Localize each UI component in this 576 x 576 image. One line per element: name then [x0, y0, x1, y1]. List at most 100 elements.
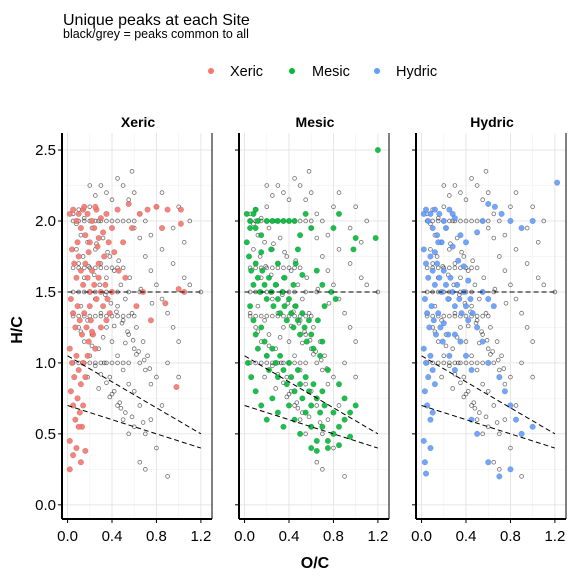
common-peak-point	[147, 366, 153, 371]
unique-peak-point	[308, 331, 315, 338]
common-peak-point	[447, 313, 452, 319]
unique-peak-point	[68, 359, 75, 366]
unique-peak-point	[144, 206, 151, 213]
common-peak-point	[284, 394, 290, 400]
unique-peak-point	[299, 271, 306, 278]
unique-peak-point	[66, 210, 73, 217]
unique-peak-point	[288, 374, 295, 381]
unique-peak-point	[286, 402, 293, 409]
common-peak-point	[320, 218, 325, 224]
common-peak-point	[458, 380, 463, 386]
common-peak-point	[497, 367, 502, 373]
reference-line	[421, 355, 556, 435]
unique-peak-point	[250, 317, 257, 324]
common-peak-point	[136, 349, 141, 354]
common-peak-point	[480, 332, 485, 337]
unique-peak-point	[302, 210, 309, 217]
unique-peak-point	[507, 466, 514, 473]
common-peak-point	[115, 303, 120, 309]
unique-peak-point	[288, 310, 295, 317]
unique-peak-point	[302, 409, 309, 416]
common-peak-point	[281, 325, 286, 330]
common-peak-point	[465, 388, 471, 394]
reference-lines	[244, 291, 379, 449]
common-peak-point	[137, 235, 143, 241]
unique-peak-point	[105, 239, 112, 246]
common-peak-point	[461, 374, 467, 380]
unique-peak-point	[474, 324, 481, 331]
unique-peak-point	[91, 225, 98, 232]
unique-peak-point	[87, 317, 94, 324]
unique-peak-point	[347, 409, 354, 416]
common-peak-point	[469, 218, 474, 224]
common-peak-point	[93, 193, 98, 198]
unique-peak-point	[73, 445, 80, 452]
unique-peak-point	[70, 402, 77, 409]
unique-peak-point	[263, 416, 270, 423]
common-peak-point	[331, 445, 336, 451]
common-peak-point	[273, 386, 278, 391]
common-peak-point	[292, 360, 297, 366]
common-peak-point	[143, 431, 148, 437]
unique-peak-point	[175, 286, 182, 293]
unique-peak-point	[102, 281, 109, 288]
common-peak-point	[479, 329, 484, 334]
gridlines	[239, 133, 389, 519]
common-peak-point	[502, 381, 508, 387]
common-peak-point	[294, 400, 300, 405]
common-peak-point	[131, 424, 137, 430]
common-peak-point	[286, 339, 292, 344]
unique-peak-point	[283, 381, 290, 388]
unique-peak-point	[292, 303, 299, 310]
unique-peak-point	[347, 433, 354, 440]
y-tick-label: 1.5	[35, 284, 56, 301]
common-peak-point	[491, 403, 497, 408]
unique-peak-point	[431, 381, 438, 388]
common-peak-point	[308, 190, 314, 195]
common-peak-point	[474, 360, 480, 366]
unique-peak-point	[263, 296, 270, 303]
unique-peak-point	[72, 324, 79, 331]
y-tick-label: 2.5	[35, 142, 56, 159]
x-tick-label: 0.4	[456, 528, 477, 545]
common-peak-point	[471, 400, 477, 405]
common-peak-point	[450, 346, 455, 352]
unique-peak-point	[427, 253, 434, 260]
common-peak-point	[286, 391, 292, 397]
common-peak-point	[447, 193, 452, 198]
common-peak-point	[137, 360, 143, 366]
unique-peak-point	[434, 232, 441, 239]
common-peak-point	[314, 211, 320, 217]
unique-peak-point	[103, 210, 110, 217]
common-peak-point	[513, 403, 519, 408]
unique-peak-point	[449, 243, 456, 250]
common-peak-point	[325, 381, 331, 387]
common-peak-point	[176, 339, 181, 344]
unique-peak-point	[250, 281, 257, 288]
x-tick-label: 0.0	[234, 528, 255, 545]
unique-peak-point	[294, 246, 301, 253]
common-peak-point	[491, 211, 497, 217]
common-peak-point	[277, 335, 283, 340]
unique-peak-point	[313, 437, 320, 444]
common-peak-point	[154, 445, 159, 451]
common-peak-point	[297, 417, 303, 422]
unique-peak-point	[122, 274, 129, 281]
common-peak-point	[143, 218, 148, 224]
common-peak-point	[93, 265, 98, 271]
unique-peak-point	[446, 352, 453, 359]
reference-line	[67, 404, 202, 449]
unique-peak-point	[431, 206, 438, 213]
common-peak-point	[435, 360, 441, 366]
unique-peak-point	[70, 452, 77, 459]
unique-peak-point	[468, 366, 475, 373]
common-peak-point	[159, 403, 165, 408]
unique-peak-point	[252, 206, 259, 213]
common-peak-point	[247, 313, 253, 319]
unique-peak-point	[75, 210, 82, 217]
unique-peak-point	[77, 225, 84, 232]
common-peak-point	[470, 258, 475, 264]
common-peak-point	[465, 268, 471, 273]
common-peak-point	[314, 235, 320, 241]
unique-peak-point	[319, 338, 326, 345]
